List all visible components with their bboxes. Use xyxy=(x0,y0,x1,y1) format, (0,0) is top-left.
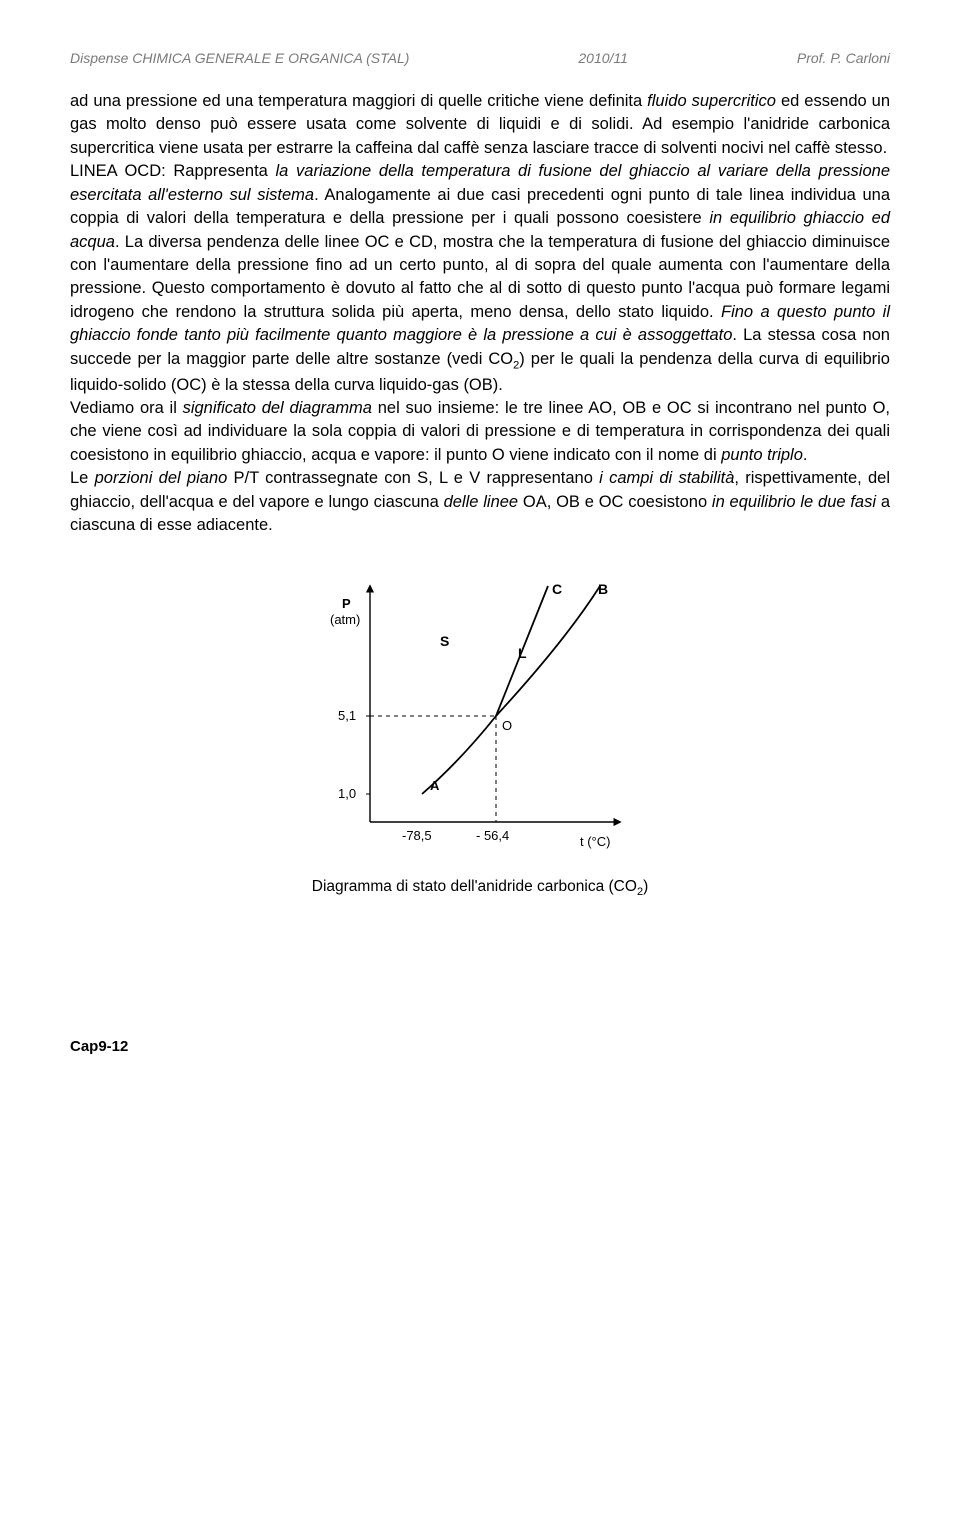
text-run: . xyxy=(803,446,808,464)
svg-text:5,1: 5,1 xyxy=(338,708,356,723)
svg-text:C: C xyxy=(552,581,562,597)
caption-text: Diagramma di stato dell'anidride carboni… xyxy=(312,878,637,895)
svg-text:- 56,4: - 56,4 xyxy=(476,828,509,843)
header-right: Prof. P. Carloni xyxy=(797,50,890,66)
svg-text:A: A xyxy=(430,778,440,793)
text-run: Le xyxy=(70,469,95,487)
page-footer: Cap9-12 xyxy=(70,1038,890,1055)
text-run-italic: porzioni del piano xyxy=(95,469,228,487)
svg-text:P: P xyxy=(342,596,351,611)
text-run-italic: in equilibrio le due fasi xyxy=(712,493,876,511)
text-run-italic: fluido supercritico xyxy=(647,92,776,110)
header-center: 2010/11 xyxy=(578,50,628,66)
chart-caption: Diagramma di stato dell'anidride carboni… xyxy=(312,878,648,898)
svg-text:-78,5: -78,5 xyxy=(402,828,432,843)
svg-text:L: L xyxy=(518,645,527,661)
svg-text:O: O xyxy=(502,718,512,733)
text-run-italic: punto triplo xyxy=(721,446,803,464)
header-left: Dispense CHIMICA GENERALE E ORGANICA (ST… xyxy=(70,50,409,66)
text-run: OA, OB e OC coesistono xyxy=(518,493,712,511)
svg-text:(atm): (atm) xyxy=(330,612,360,627)
text-run-italic: significato del diagramma xyxy=(183,399,372,417)
caption-text: ) xyxy=(643,878,648,895)
svg-text:t (°C): t (°C) xyxy=(580,834,610,849)
footer-label: Cap9-12 xyxy=(70,1038,128,1055)
text-run: LINEA OCD: Rappresenta xyxy=(70,162,276,180)
text-run: P/T contrassegnate con S, L e V rapprese… xyxy=(227,469,599,487)
page-header: Dispense CHIMICA GENERALE E ORGANICA (ST… xyxy=(70,50,890,66)
text-run: Vediamo ora il xyxy=(70,399,183,417)
phase-diagram: P(atm) t (°C) 1,0 5,1 -78,5 - 56,4 A O S L C B xyxy=(310,566,650,866)
main-text: ad una pressione ed una temperatura magg… xyxy=(70,90,890,538)
text-run-italic: delle linee xyxy=(444,493,519,511)
svg-text:1,0: 1,0 xyxy=(338,786,356,801)
svg-text:B: B xyxy=(598,581,608,597)
svg-text:S: S xyxy=(440,633,449,649)
text-run-italic: i campi di stabilità xyxy=(599,469,734,487)
text-run: ad una pressione ed una temperatura magg… xyxy=(70,92,647,110)
